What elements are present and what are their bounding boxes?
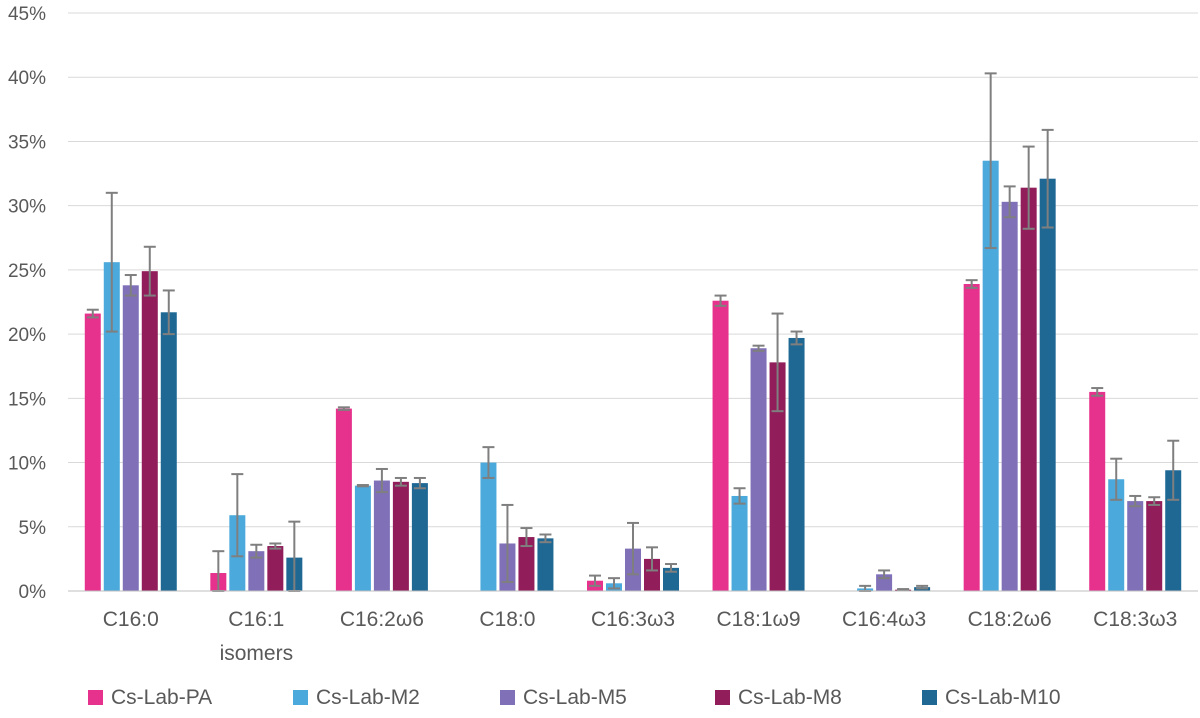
x-category-label: C16:4ω3 xyxy=(842,608,926,631)
grid-lines xyxy=(68,12,1198,528)
bar xyxy=(1146,501,1163,591)
legend-label: Cs-Lab-M8 xyxy=(738,686,842,709)
bar xyxy=(1001,201,1018,591)
legend-label: Cs-Lab-M5 xyxy=(523,686,627,709)
x-category-label: C16:0 xyxy=(103,608,159,631)
legend-swatch xyxy=(500,690,515,705)
bar xyxy=(1020,187,1037,591)
bar xyxy=(335,408,352,591)
y-tick-label: 10% xyxy=(8,454,46,475)
bar xyxy=(1039,178,1056,591)
y-tick-label: 35% xyxy=(8,132,46,153)
bar xyxy=(1127,501,1144,591)
bar xyxy=(411,483,428,591)
y-tick-label: 20% xyxy=(8,325,46,346)
bar xyxy=(141,271,158,591)
legend: Cs-Lab-PA Cs-Lab-M2 Cs-Lab-M5 Cs-Lab-M8 Cs-L… xyxy=(88,686,1061,709)
y-tick-label: 5% xyxy=(19,518,47,539)
x-category-label: C18:0 xyxy=(479,608,535,631)
error-bars xyxy=(86,72,1180,592)
bar xyxy=(769,362,786,591)
x-category-label: isomers xyxy=(220,642,294,665)
bars xyxy=(84,160,1182,591)
bar xyxy=(644,558,660,591)
bar xyxy=(537,538,554,591)
bar xyxy=(1108,479,1125,591)
x-category-label: C16:3ω3 xyxy=(591,608,675,631)
y-tick-label: 15% xyxy=(8,389,46,410)
bar xyxy=(663,567,679,591)
bar xyxy=(788,337,805,591)
y-axis-ticks: 0% 5% 10% 15% 20% 25% 30% 35% 40% 45% xyxy=(8,4,46,603)
legend-label: Cs-Lab-M2 xyxy=(316,686,420,709)
bar xyxy=(712,300,729,591)
y-tick-label: 45% xyxy=(8,4,46,25)
x-category-label: C18:1ω9 xyxy=(716,608,800,631)
legend-swatch xyxy=(922,690,937,705)
y-tick-label: 30% xyxy=(8,197,46,218)
y-tick-label: 0% xyxy=(19,582,47,603)
legend-label: Cs-Lab-M10 xyxy=(945,686,1061,709)
bar xyxy=(750,348,767,591)
y-tick-label: 25% xyxy=(8,261,46,282)
x-category-label: C16:2ω6 xyxy=(340,608,424,631)
bar xyxy=(248,551,265,591)
legend-swatch xyxy=(293,690,308,705)
bar xyxy=(373,480,390,591)
bar xyxy=(963,284,980,591)
bar xyxy=(354,485,371,591)
legend-swatch xyxy=(88,690,103,705)
x-category-label: C18:3ω3 xyxy=(1093,608,1177,631)
bar xyxy=(1089,391,1106,591)
legend-swatch xyxy=(715,690,730,705)
bar xyxy=(518,537,535,591)
legend-label: Cs-Lab-PA xyxy=(111,686,212,709)
bar xyxy=(122,285,139,591)
x-axis-categories: C16:0 C16:1 isomers C16:2ω6 C18:0 C16:3ω3 C18:… xyxy=(103,608,1178,665)
bar xyxy=(160,312,177,591)
x-category-label: C16:1 xyxy=(228,608,284,631)
bar xyxy=(480,462,497,591)
bar xyxy=(982,160,999,591)
bar xyxy=(392,481,409,591)
x-category-label: C18:2ω6 xyxy=(968,608,1052,631)
bar xyxy=(267,546,284,591)
y-tick-label: 40% xyxy=(8,68,46,89)
bar xyxy=(84,313,101,591)
bar xyxy=(103,262,120,591)
bar xyxy=(731,495,748,591)
